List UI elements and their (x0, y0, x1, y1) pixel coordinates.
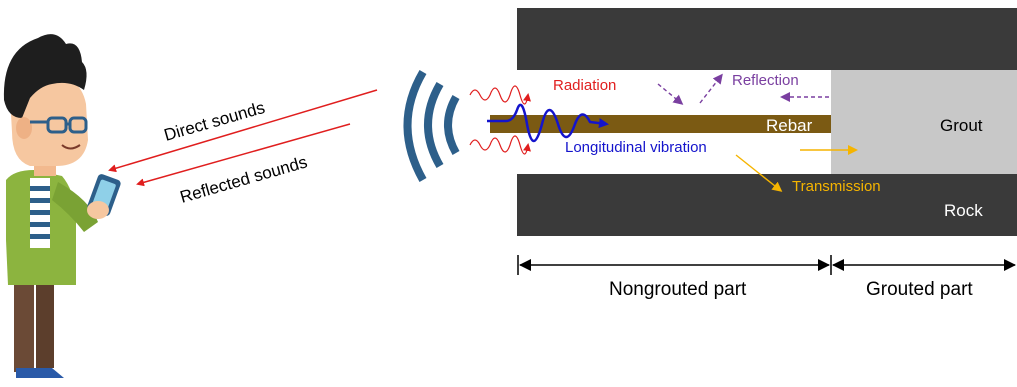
grout-block (831, 70, 1017, 174)
rock-top (517, 8, 1017, 70)
reflected-sounds-label: Reflected sounds (178, 152, 310, 206)
grout-label: Grout (940, 116, 983, 135)
reflected-sound-line (136, 123, 351, 187)
dimension-lines (517, 255, 1016, 275)
rebar-bar (490, 115, 831, 133)
transmission-arrows (735, 145, 858, 192)
rebar-label: Rebar (766, 116, 813, 135)
longitudinal-vibration-label: Longitudinal vibration (565, 139, 707, 156)
rock-bottom (517, 174, 1017, 236)
radiation-waves (469, 85, 531, 155)
grouted-part-label: Grouted part (866, 279, 973, 300)
radiation-label: Radiation (553, 77, 616, 94)
sound-wave-icon (403, 69, 460, 182)
longitudinal-vibration-wave (487, 103, 609, 143)
direct-sound-line (108, 89, 378, 173)
cross-section (490, 8, 1017, 236)
rock-label: Rock (944, 201, 983, 220)
reflection-label: Reflection (732, 72, 799, 89)
nongrouted-part-label: Nongrouted part (609, 279, 747, 300)
person-with-phone-illustration (3, 34, 121, 378)
sound-paths: Direct sounds Reflected sounds (108, 89, 378, 207)
direct-sounds-label: Direct sounds (162, 98, 267, 145)
transmission-label: Transmission (792, 178, 881, 195)
reflection-arrows (657, 73, 829, 105)
